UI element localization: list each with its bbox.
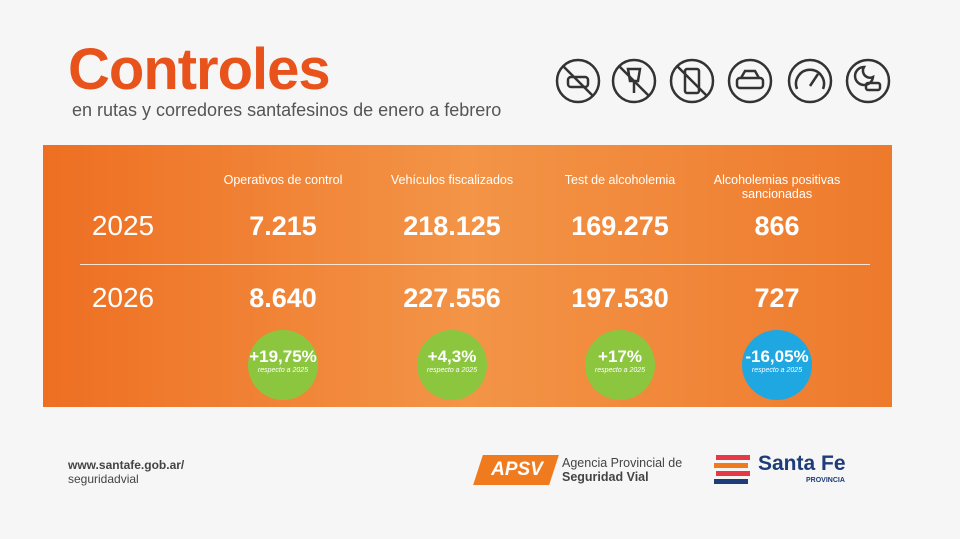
apsv-text: Seguridad Vial: [562, 470, 649, 484]
change-note: respecto a 2025: [426, 367, 478, 374]
change-value: +4,3%: [427, 347, 477, 366]
santafe-logo: [714, 455, 750, 484]
change-badge: +19,75% respecto a 2025: [248, 330, 318, 400]
change-value: -16,05%: [745, 347, 809, 366]
value: 218.125: [403, 211, 501, 241]
change-value: +17%: [598, 347, 642, 366]
change-badge: -16,05% respecto a 2025: [742, 330, 812, 400]
province-label: PROVINCIA: [806, 477, 845, 484]
url: www.santafe.gob.ar/: [68, 458, 185, 472]
subtitle: en rutas y corredores santafesinos de en…: [72, 100, 502, 120]
change-badge: +17% respecto a 2025: [585, 330, 655, 400]
change-badge: +4,3% respecto a 2025: [417, 330, 487, 400]
change-note: respecto a 2025: [257, 367, 309, 374]
apsv-text: Agencia Provincial de: [562, 456, 683, 470]
divider: [80, 264, 870, 265]
column-header: Operativos de control: [223, 173, 343, 187]
value: 197.530: [571, 283, 669, 313]
change-value: +19,75%: [249, 347, 317, 366]
value: 7.215: [249, 211, 317, 241]
value: 727: [754, 283, 800, 313]
title: Controles: [68, 37, 331, 102]
year: 2025: [91, 210, 155, 241]
change-note: respecto a 2025: [594, 367, 646, 374]
province-name: Santa Fe: [758, 452, 846, 475]
apsv-logo: APSV: [491, 459, 543, 480]
column-header: Alcoholemias positivas sancionadas: [713, 173, 841, 201]
year: 2026: [91, 282, 155, 313]
column-header: Vehículos fiscalizados: [390, 173, 514, 187]
value: 227.556: [403, 283, 501, 313]
change-note: respecto a 2025: [751, 367, 803, 374]
column-header: Test de alcoholemia: [564, 173, 676, 187]
url: seguridadvial: [68, 472, 139, 486]
stats-panel: Operativos de control Vehículos fiscaliz…: [43, 145, 892, 407]
value: 8.640: [249, 283, 317, 313]
value: 866: [754, 211, 800, 241]
icons: [555, 58, 891, 104]
value: 169.275: [571, 211, 669, 241]
